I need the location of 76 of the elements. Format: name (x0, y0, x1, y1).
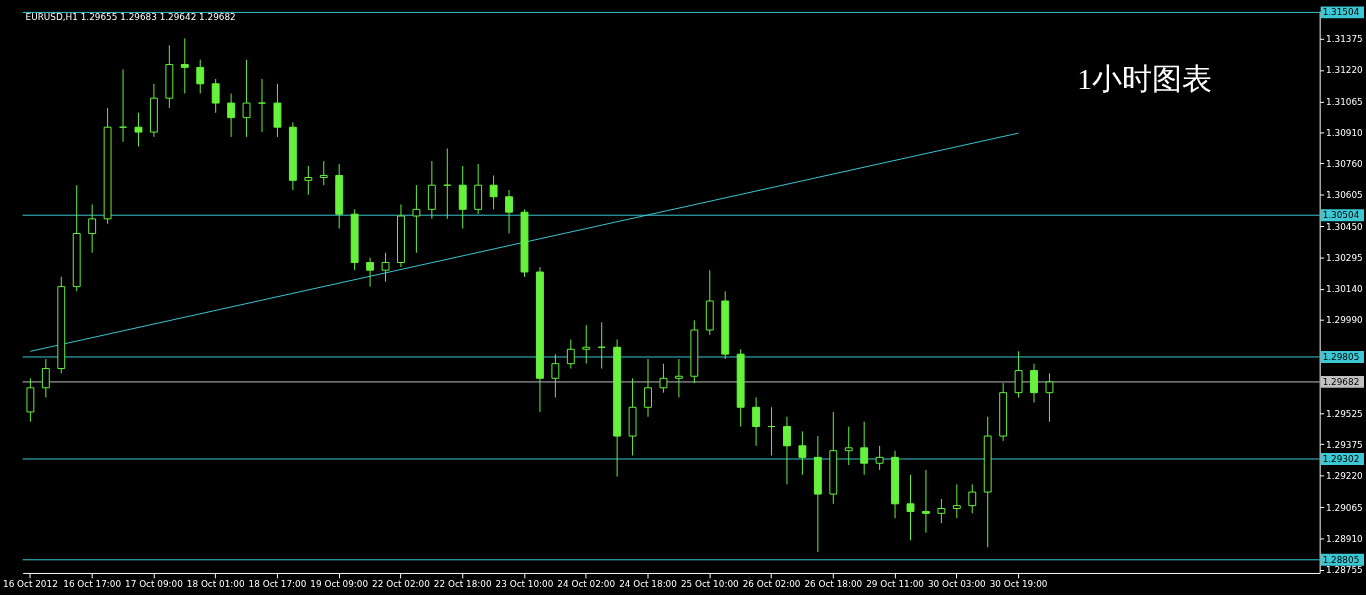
candlestick (505, 189, 513, 234)
candlestick (937, 498, 946, 524)
candlestick (860, 421, 869, 476)
candlestick (1030, 363, 1038, 403)
x-tick-label: 29 Oct 11:00 (866, 579, 925, 590)
x-tick-label: 23 Oct 10:00 (495, 579, 554, 590)
x-tick-label: 18 Oct 01:00 (186, 579, 245, 590)
x-tick-label: 22 Oct 18:00 (433, 579, 492, 590)
x-tick-label: 24 Oct 18:00 (619, 579, 678, 590)
y-tick-label: 1.31375 (1326, 34, 1363, 45)
y-tick-label: 1.29990 (1326, 314, 1364, 325)
candlestick (582, 324, 591, 365)
ref-line-label: 1.29302 (1322, 453, 1360, 464)
candlestick (227, 93, 236, 138)
candlestick (196, 59, 205, 95)
x-tick-label: 24 Oct 02:00 (557, 579, 616, 590)
ref-line-label: 1.29682 (1322, 376, 1360, 387)
x-tick-label: 30 Oct 03:00 (927, 579, 987, 590)
x-tick-label: 19 Oct 09:00 (310, 579, 369, 590)
y-tick-label: 1.31220 (1326, 65, 1364, 76)
candlestick (412, 184, 421, 254)
candlestick (134, 112, 143, 147)
candlestick (41, 358, 50, 399)
candlestick (381, 252, 390, 283)
x-tick-label: 17 Oct 09:00 (125, 579, 184, 590)
x-tick-label: 16 Oct 2012 (3, 579, 58, 590)
candlestick (952, 483, 961, 519)
y-tick-label: 1.30140 (1326, 284, 1364, 295)
x-tick-label: 18 Oct 17:00 (248, 579, 307, 590)
x-tick-label: 30 Oct 19:00 (989, 579, 1048, 590)
candlestick (366, 257, 375, 288)
chart-title: EURUSD,H1 1.29655 1.29683 1.29642 1.29682 (25, 12, 236, 23)
candlestick (180, 37, 189, 95)
candlestick (752, 397, 761, 447)
y-tick-label: 1.30760 (1326, 158, 1364, 169)
candlestick (798, 430, 807, 476)
candlestick (566, 339, 575, 370)
x-tick-label: 22 Oct 02:00 (372, 579, 431, 590)
candlestick (906, 474, 915, 541)
y-tick-label: 1.29525 (1326, 409, 1363, 420)
candlestick (968, 483, 977, 514)
candlestick (551, 353, 560, 399)
candlestick (644, 358, 652, 418)
x-tick-label: 26 Oct 02:00 (742, 579, 801, 590)
candlestick (319, 160, 328, 186)
candlestick (304, 165, 313, 196)
y-tick-label: 1.31065 (1326, 96, 1363, 107)
y-tick-label: 1.28910 (1326, 533, 1364, 544)
y-tick-label: 1.30450 (1326, 221, 1364, 232)
candlestick (211, 78, 220, 114)
x-tick-label: 16 Oct 17:00 (63, 579, 122, 590)
candlestick (1014, 350, 1023, 399)
annotation: 1小时图表 (1077, 63, 1213, 96)
candlestick (659, 363, 668, 394)
y-tick-label: 1.30605 (1326, 190, 1363, 201)
y-tick-label: 1.29065 (1326, 502, 1363, 513)
y-tick-label: 1.30910 (1326, 128, 1364, 139)
candlestick (783, 416, 791, 485)
ref-line-label: 1.28805 (1322, 554, 1360, 565)
candlestick (875, 445, 884, 471)
ref-line-label: 1.29805 (1322, 351, 1360, 362)
candlestick (88, 203, 97, 254)
y-tick-label: 1.30295 (1326, 253, 1363, 264)
x-tick-label: 25 Oct 10:00 (680, 579, 740, 590)
y-tick-label: 1.29375 (1326, 439, 1363, 450)
candlestick (674, 358, 683, 399)
candlestick (921, 469, 930, 534)
candlestick (489, 174, 498, 210)
ref-line-label: 1.31504 (1322, 7, 1360, 18)
ref-line-label: 1.30504 (1322, 210, 1360, 221)
x-tick-label: 26 Oct 18:00 (804, 579, 863, 590)
candlestick (1045, 372, 1054, 423)
candlestick (844, 426, 853, 466)
y-tick-label: 1.28755 (1326, 565, 1363, 576)
y-tick-label: 1.29220 (1326, 471, 1364, 482)
candlestick (242, 59, 251, 138)
